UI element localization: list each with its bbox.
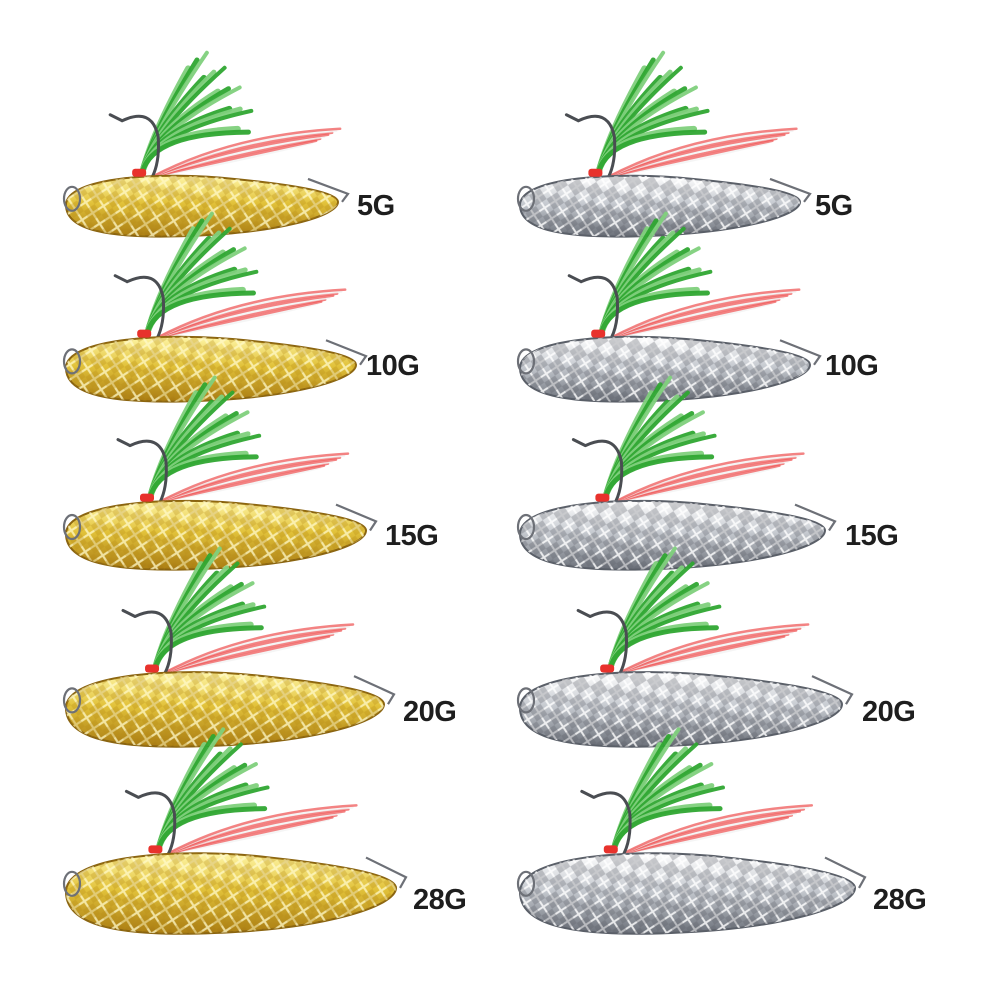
front-split-ring — [516, 513, 536, 541]
feather-tail — [607, 546, 810, 674]
front-split-ring — [516, 687, 536, 714]
rear-snap-ring — [353, 675, 396, 705]
weight-label-gold-10g: 10G — [366, 350, 420, 382]
rear-snap-ring — [335, 503, 378, 532]
lure-silver-5g — [516, 50, 812, 238]
treble-hook — [124, 789, 177, 859]
thread-wrap — [140, 493, 154, 502]
thread-wrap — [148, 845, 163, 854]
weight-label-gold-5g: 5G — [357, 190, 395, 222]
weight-label-gold-20g: 20G — [403, 696, 457, 728]
lure-gold-15g — [62, 375, 378, 571]
rear-snap-ring — [769, 177, 812, 203]
lure-gold-28g — [62, 727, 408, 935]
front-split-ring — [516, 870, 536, 897]
weight-label-gold-15g: 15G — [385, 520, 439, 552]
lure-silver-20g — [516, 546, 854, 748]
front-split-ring — [62, 687, 82, 714]
treble-hook — [580, 789, 632, 859]
treble-hook — [571, 438, 624, 508]
treble-hook — [576, 608, 628, 678]
treble-hook — [567, 274, 620, 344]
thread-wrap — [145, 664, 160, 673]
feather-tail — [598, 211, 801, 339]
thread-wrap — [600, 664, 615, 673]
treble-hook — [116, 438, 168, 508]
weight-label-silver-15g: 15G — [845, 520, 899, 552]
rear-snap-ring — [325, 339, 368, 366]
front-split-ring — [62, 870, 82, 897]
rear-snap-ring — [811, 675, 854, 705]
treble-hook — [108, 113, 160, 183]
thread-wrap — [591, 329, 606, 338]
rear-snap-ring — [365, 856, 408, 889]
weight-label-silver-28g: 28G — [873, 884, 927, 916]
rear-snap-ring — [794, 503, 837, 532]
treble-hook — [564, 113, 617, 183]
thread-wrap — [132, 168, 147, 177]
treble-hook — [113, 274, 166, 344]
feather-tail — [602, 375, 805, 503]
thread-wrap — [595, 493, 610, 502]
front-split-ring — [62, 348, 82, 375]
lure-gold-20g — [62, 546, 396, 748]
thread-wrap — [137, 329, 152, 338]
lure-gold-5g — [62, 50, 350, 238]
feather-tail — [610, 727, 814, 855]
feather-tail — [147, 375, 350, 503]
weight-label-silver-20g: 20G — [862, 696, 916, 728]
lure-gold-10g — [62, 211, 368, 403]
rear-snap-ring — [824, 856, 867, 889]
front-split-ring — [62, 513, 82, 541]
treble-hook — [121, 608, 173, 678]
rear-snap-ring — [779, 339, 822, 366]
thread-wrap — [588, 168, 603, 177]
weight-label-silver-5g: 5G — [815, 190, 853, 222]
lure-silver-15g — [516, 375, 837, 571]
front-split-ring — [516, 348, 536, 375]
feather-tail — [595, 50, 798, 179]
front-split-ring — [516, 185, 536, 212]
feather-tail — [155, 727, 358, 855]
weight-label-gold-28g: 28G — [413, 884, 467, 916]
rear-snap-ring — [307, 177, 350, 203]
lure-silver-10g — [516, 211, 822, 403]
lure-silver-28g — [516, 727, 867, 935]
feather-tail — [144, 211, 347, 339]
weight-label-silver-10g: 10G — [825, 350, 879, 382]
front-split-ring — [62, 185, 82, 212]
thread-wrap — [603, 845, 618, 854]
feather-tail — [139, 50, 342, 179]
feather-tail — [152, 546, 355, 674]
